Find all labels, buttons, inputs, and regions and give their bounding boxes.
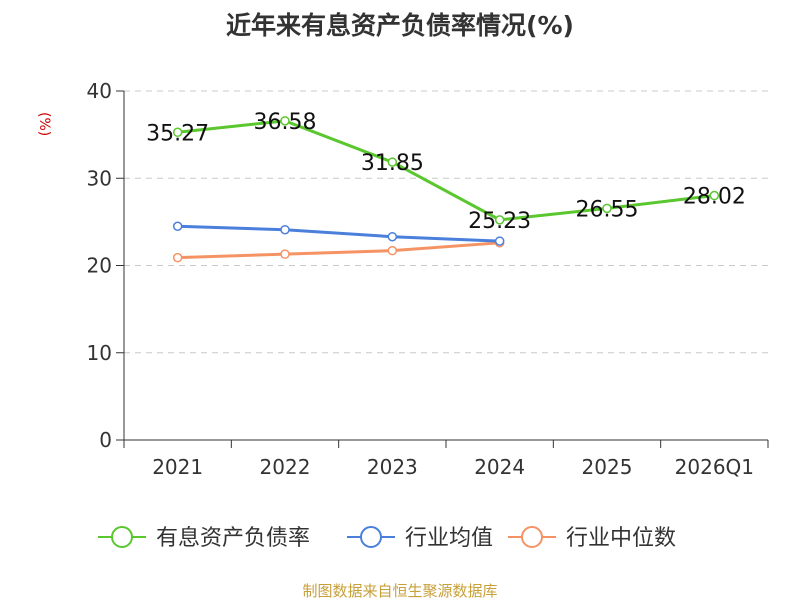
y-tick-label: 20 [87, 254, 112, 278]
x-tick-label: 2024 [474, 455, 525, 479]
data-point [172, 127, 183, 138]
series-line-0 [177, 119, 715, 222]
series-line-2 [177, 241, 500, 260]
data-labels: 35.27 36.58 31.85 25.23 26.55 28.02 [146, 110, 746, 234]
series-line-1 [177, 224, 500, 243]
source-note: 制图数据来自恒生聚源数据库 [302, 582, 498, 600]
data-point [709, 190, 720, 201]
axes: 0 10 20 30 40 2021 2022 2023 2024 2025 2026Q1 [87, 79, 769, 479]
y-tick-label: 10 [87, 341, 112, 365]
x-tick-label: 2026Q1 [675, 455, 754, 479]
data-point [280, 249, 290, 259]
data-point [387, 231, 398, 242]
legend-label: 行业中位数 [566, 526, 676, 551]
legend-label: 有息资产负债率 [156, 526, 310, 551]
data-point [494, 236, 505, 246]
data-point [172, 221, 183, 231]
chart-title: 近年来有息资产负债率情况(%) [226, 11, 574, 40]
grid-lines [124, 90, 768, 354]
data-point [280, 224, 290, 235]
legend-label: 行业均值 [405, 526, 493, 551]
x-tick-label: 2021 [152, 455, 203, 479]
x-tick-label: 2023 [367, 455, 418, 479]
data-label: 36.58 [254, 110, 317, 135]
legend-marker [111, 526, 133, 548]
data-label: 31.85 [361, 151, 424, 176]
x-tick-label: 2025 [582, 455, 633, 479]
y-tick-label: 0 [99, 428, 112, 452]
data-point [280, 116, 290, 126]
legend-marker [521, 526, 543, 548]
series-group [172, 116, 720, 263]
data-label: 35.27 [146, 121, 209, 146]
data-point [602, 203, 612, 214]
data-label: 28.02 [683, 185, 746, 210]
data-point [387, 157, 398, 167]
y-tick-label: 40 [87, 79, 112, 103]
x-tick-label: 2022 [260, 455, 311, 479]
legend: 有息资产负债率 行业均值 行业中位数 [98, 526, 676, 551]
data-label: 25.23 [468, 209, 531, 234]
data-point [494, 215, 505, 225]
legend-marker [360, 526, 382, 548]
data-label: 26.55 [576, 197, 639, 222]
data-point [172, 252, 183, 263]
y-tick-label: 30 [87, 166, 112, 190]
data-point [387, 245, 398, 256]
